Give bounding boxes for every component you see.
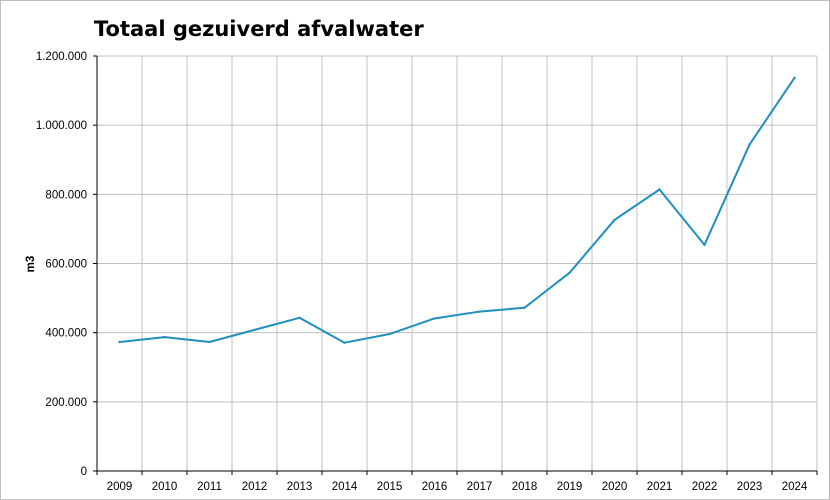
data-point: [703, 243, 706, 247]
x-tick-label: 2020: [602, 481, 628, 493]
data-point: [613, 218, 616, 222]
data-point: [298, 316, 301, 319]
y-tick-label: 1.200.000: [36, 51, 87, 63]
y-tick-label: 600.000: [45, 259, 87, 271]
series-lines: [118, 76, 796, 344]
data-point: [523, 306, 526, 309]
y-axis-label: m3: [25, 256, 37, 273]
data-point: [568, 271, 571, 275]
axes: [93, 55, 818, 475]
tick-labels: 0 200.000 400.000 600.000 800.000 1.000.000 1.…: [36, 51, 808, 493]
data-point: [478, 310, 481, 313]
data-point: [253, 328, 256, 332]
x-tick-label: 2013: [287, 481, 313, 493]
x-tick-label: 2011: [197, 481, 222, 493]
data-point: [388, 332, 391, 336]
x-tick-label: 2019: [557, 481, 583, 493]
x-tick-label: 2021: [647, 481, 673, 493]
x-tick-label: 2016: [422, 481, 448, 493]
x-tick-label: 2009: [107, 481, 133, 493]
y-tick-label: 400.000: [45, 328, 87, 340]
data-point: [208, 340, 211, 344]
x-tick-label: 2023: [737, 481, 763, 493]
x-tick-label: 2010: [152, 481, 178, 493]
data-point: [793, 76, 796, 79]
data-point: [658, 188, 661, 191]
x-tick-label: 2018: [512, 481, 538, 493]
x-tick-label: 2024: [782, 481, 808, 493]
series-line: [119, 77, 796, 344]
x-tick-label: 2015: [377, 481, 403, 493]
x-tick-label: 2017: [467, 481, 493, 493]
data-point: [343, 341, 346, 344]
y-tick-label: 800.000: [45, 189, 87, 201]
chart-title: Totaal gezuiverd afvalwater: [94, 17, 424, 41]
x-tick-label: 2014: [332, 481, 358, 493]
data-point: [118, 340, 121, 344]
grid-lines: [97, 55, 818, 471]
data-point: [748, 143, 751, 146]
y-tick-label: 1.000.000: [36, 120, 87, 132]
data-point: [433, 317, 436, 320]
y-tick-label: 200.000: [45, 397, 87, 409]
x-tick-label: 2012: [242, 481, 268, 493]
data-point: [163, 335, 166, 339]
y-tick-label: 0: [81, 466, 87, 478]
x-tick-label: 2022: [692, 481, 718, 493]
